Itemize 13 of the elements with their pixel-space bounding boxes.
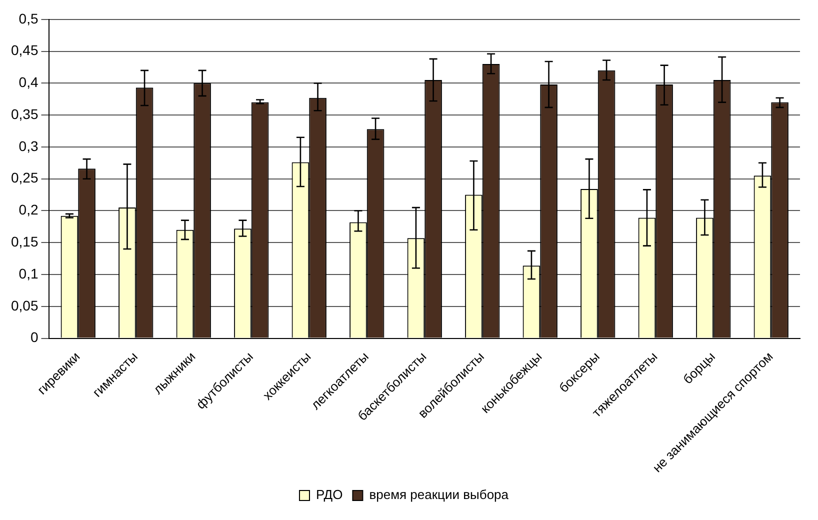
y-tick-label: 0,15 [11, 233, 38, 250]
y-tick-label: 0,45 [11, 42, 38, 58]
y-tick-label: 0 [30, 329, 38, 346]
y-tick-label: 0,1 [18, 265, 38, 282]
legend-label: время реакции выбора [369, 487, 510, 502]
y-tick-label: 0,05 [11, 297, 38, 314]
y-tick-label: 0,25 [11, 170, 38, 186]
y-tick-label: 0,5 [18, 10, 38, 26]
legend-label: РДО [316, 487, 343, 502]
y-tick-label: 0,3 [18, 138, 38, 154]
y-tick-label: 0,4 [18, 74, 38, 90]
y-tick-label: 0,2 [18, 202, 38, 218]
y-tick-label: 0,35 [11, 106, 38, 122]
